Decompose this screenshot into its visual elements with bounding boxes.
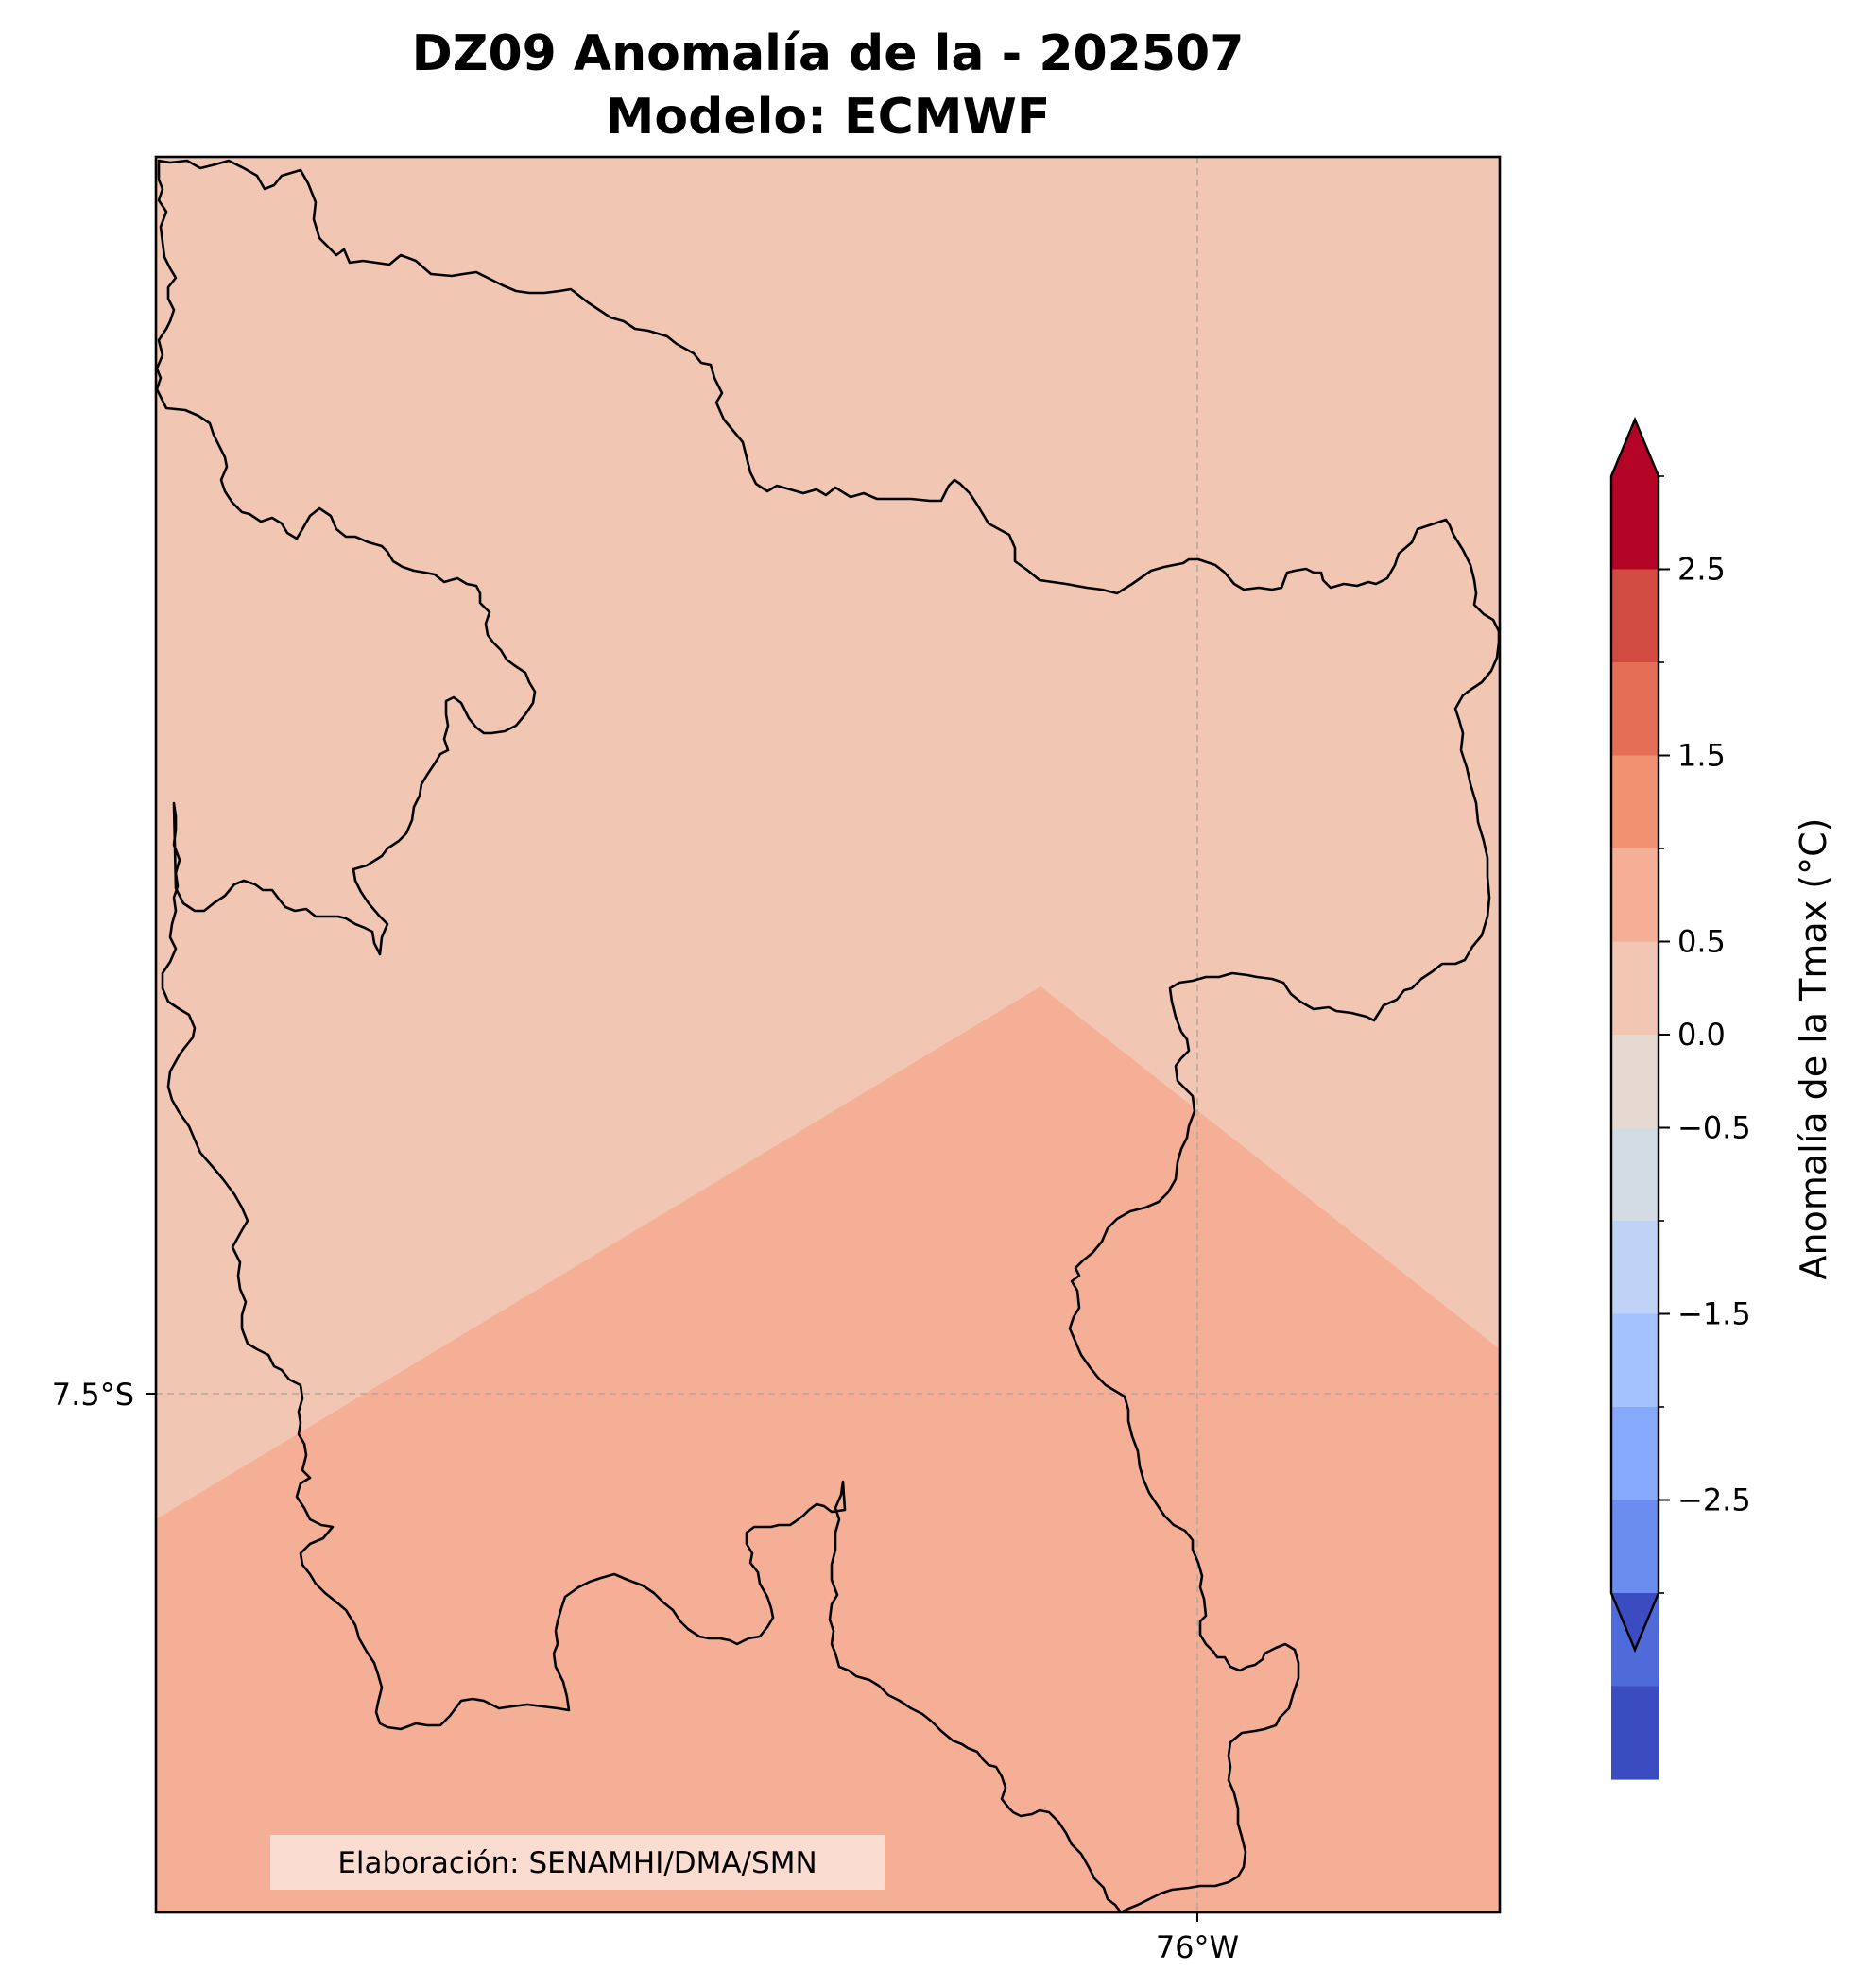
colorbar-tick-label: 1.5 — [1677, 738, 1726, 774]
colorbar-segment — [1611, 755, 1659, 849]
colorbar-tick-label: 0.5 — [1677, 924, 1726, 960]
colorbar-tick-label: 0.0 — [1677, 1017, 1726, 1053]
credit-box — [270, 1835, 885, 1890]
title-line-1: DZ09 Anomalía de la - 202507 — [412, 26, 1245, 82]
colorbar-extend-min — [1611, 1593, 1659, 1650]
colorbar-tick-label: −0.5 — [1677, 1110, 1751, 1146]
colorbar-segment — [1611, 1313, 1659, 1408]
colorbar-segment — [1611, 1221, 1659, 1315]
colorbar-segment — [1611, 1407, 1659, 1501]
colorbar-segment — [1611, 1686, 1659, 1780]
anomaly-region-south — [156, 986, 1500, 1912]
map-panel: Elaboración: SENAMHI/DMA/SMN — [156, 157, 1500, 1912]
region-boundary — [156, 159, 1500, 1912]
colorbar-segment — [1611, 941, 1659, 1036]
colorbar: 2.5 1.5 0.5 0.0 −0.5 −1.5 −2.5 — [1609, 416, 1751, 1780]
colorbar-segment — [1611, 662, 1659, 757]
colorbar-segment — [1611, 848, 1659, 943]
colorbar-segment — [1611, 1035, 1659, 1129]
lon-tick-label: 76°W — [1156, 1929, 1239, 1965]
lat-tick-label: 7.5°S — [52, 1377, 134, 1413]
colorbar-tick-label: −2.5 — [1677, 1482, 1751, 1518]
colorbar-label: Anomalía de la Tmax (°C) — [1793, 818, 1834, 1280]
colorbar-segment — [1611, 569, 1659, 663]
colorbar-tick-label: 2.5 — [1677, 552, 1726, 588]
colorbar-extend-max — [1611, 420, 1659, 476]
colorbar-segment — [1611, 476, 1659, 571]
credit-text: Elaboración: SENAMHI/DMA/SMN — [337, 1846, 817, 1880]
colorbar-segment — [1611, 1500, 1659, 1594]
map-frame — [154, 155, 1502, 1914]
title-line-2: Modelo: ECMWF — [606, 89, 1051, 146]
colorbar-segment — [1611, 1127, 1659, 1222]
colorbar-tick-label: −1.5 — [1677, 1296, 1751, 1332]
